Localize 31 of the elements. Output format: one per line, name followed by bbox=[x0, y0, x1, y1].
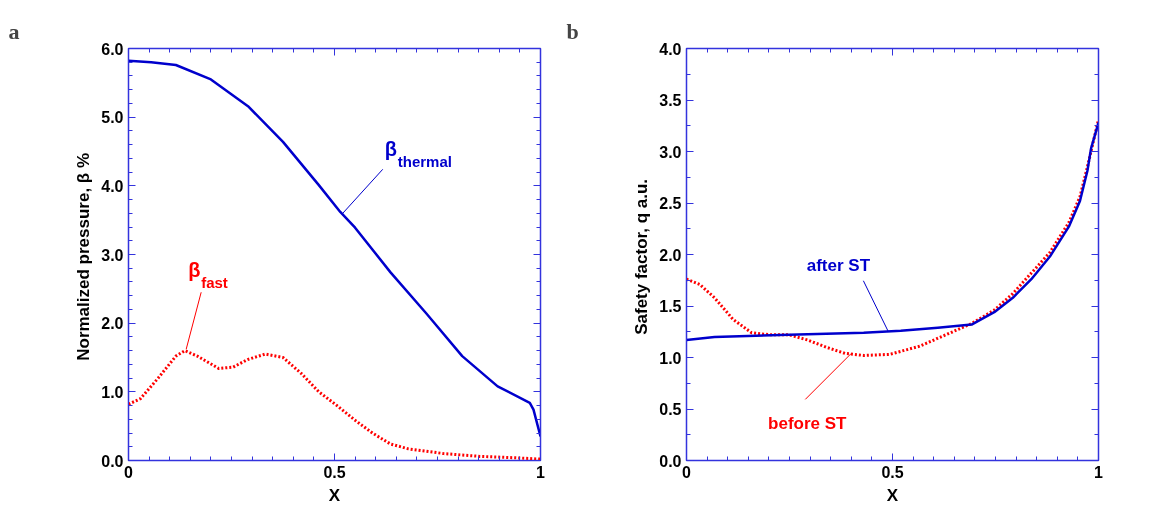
y-tick-label: 0.0 bbox=[101, 452, 124, 470]
y-tick-label: 2.5 bbox=[659, 195, 682, 212]
x-tick-label: 0 bbox=[682, 463, 692, 481]
y-tick-label: 0.0 bbox=[659, 452, 682, 470]
x-tick-label: 0.5 bbox=[323, 463, 346, 481]
y-tick-label: 5.0 bbox=[101, 109, 124, 127]
y-axis-title: Safety factor, q a.u. bbox=[632, 178, 652, 335]
annotation: before ST bbox=[768, 414, 848, 434]
y-tick-label: 1.0 bbox=[101, 383, 124, 401]
x-tick-label: 1 bbox=[1094, 463, 1104, 481]
y-tick-label: 4.0 bbox=[101, 177, 124, 195]
y-tick-label: 2.0 bbox=[101, 315, 124, 333]
x-tick-label: 0 bbox=[124, 463, 134, 481]
y-tick-label: 3.0 bbox=[101, 246, 124, 264]
x-axis-title: X bbox=[886, 485, 899, 505]
chart-title: b bbox=[566, 18, 579, 44]
y-tick-label: 0.5 bbox=[659, 401, 682, 418]
x-tick-label: 0.5 bbox=[881, 463, 904, 481]
y-tick-label: 4.0 bbox=[659, 40, 682, 58]
x-tick-label: 1 bbox=[536, 463, 546, 481]
annotation: after ST bbox=[806, 255, 871, 275]
line-series bbox=[128, 59, 541, 438]
x-axis-title: X bbox=[328, 485, 341, 505]
y-tick-label: 1.5 bbox=[659, 298, 682, 315]
y-tick-label: 6.0 bbox=[101, 40, 124, 58]
y-axis-title: Normalized pressure, β % bbox=[74, 152, 94, 361]
y-tick-label: 1.0 bbox=[659, 349, 682, 367]
chart-title: a bbox=[8, 18, 20, 44]
y-tick-label: 3.0 bbox=[659, 143, 682, 161]
y-tick-label: 3.5 bbox=[659, 92, 682, 109]
y-tick-label: 2.0 bbox=[659, 246, 682, 264]
